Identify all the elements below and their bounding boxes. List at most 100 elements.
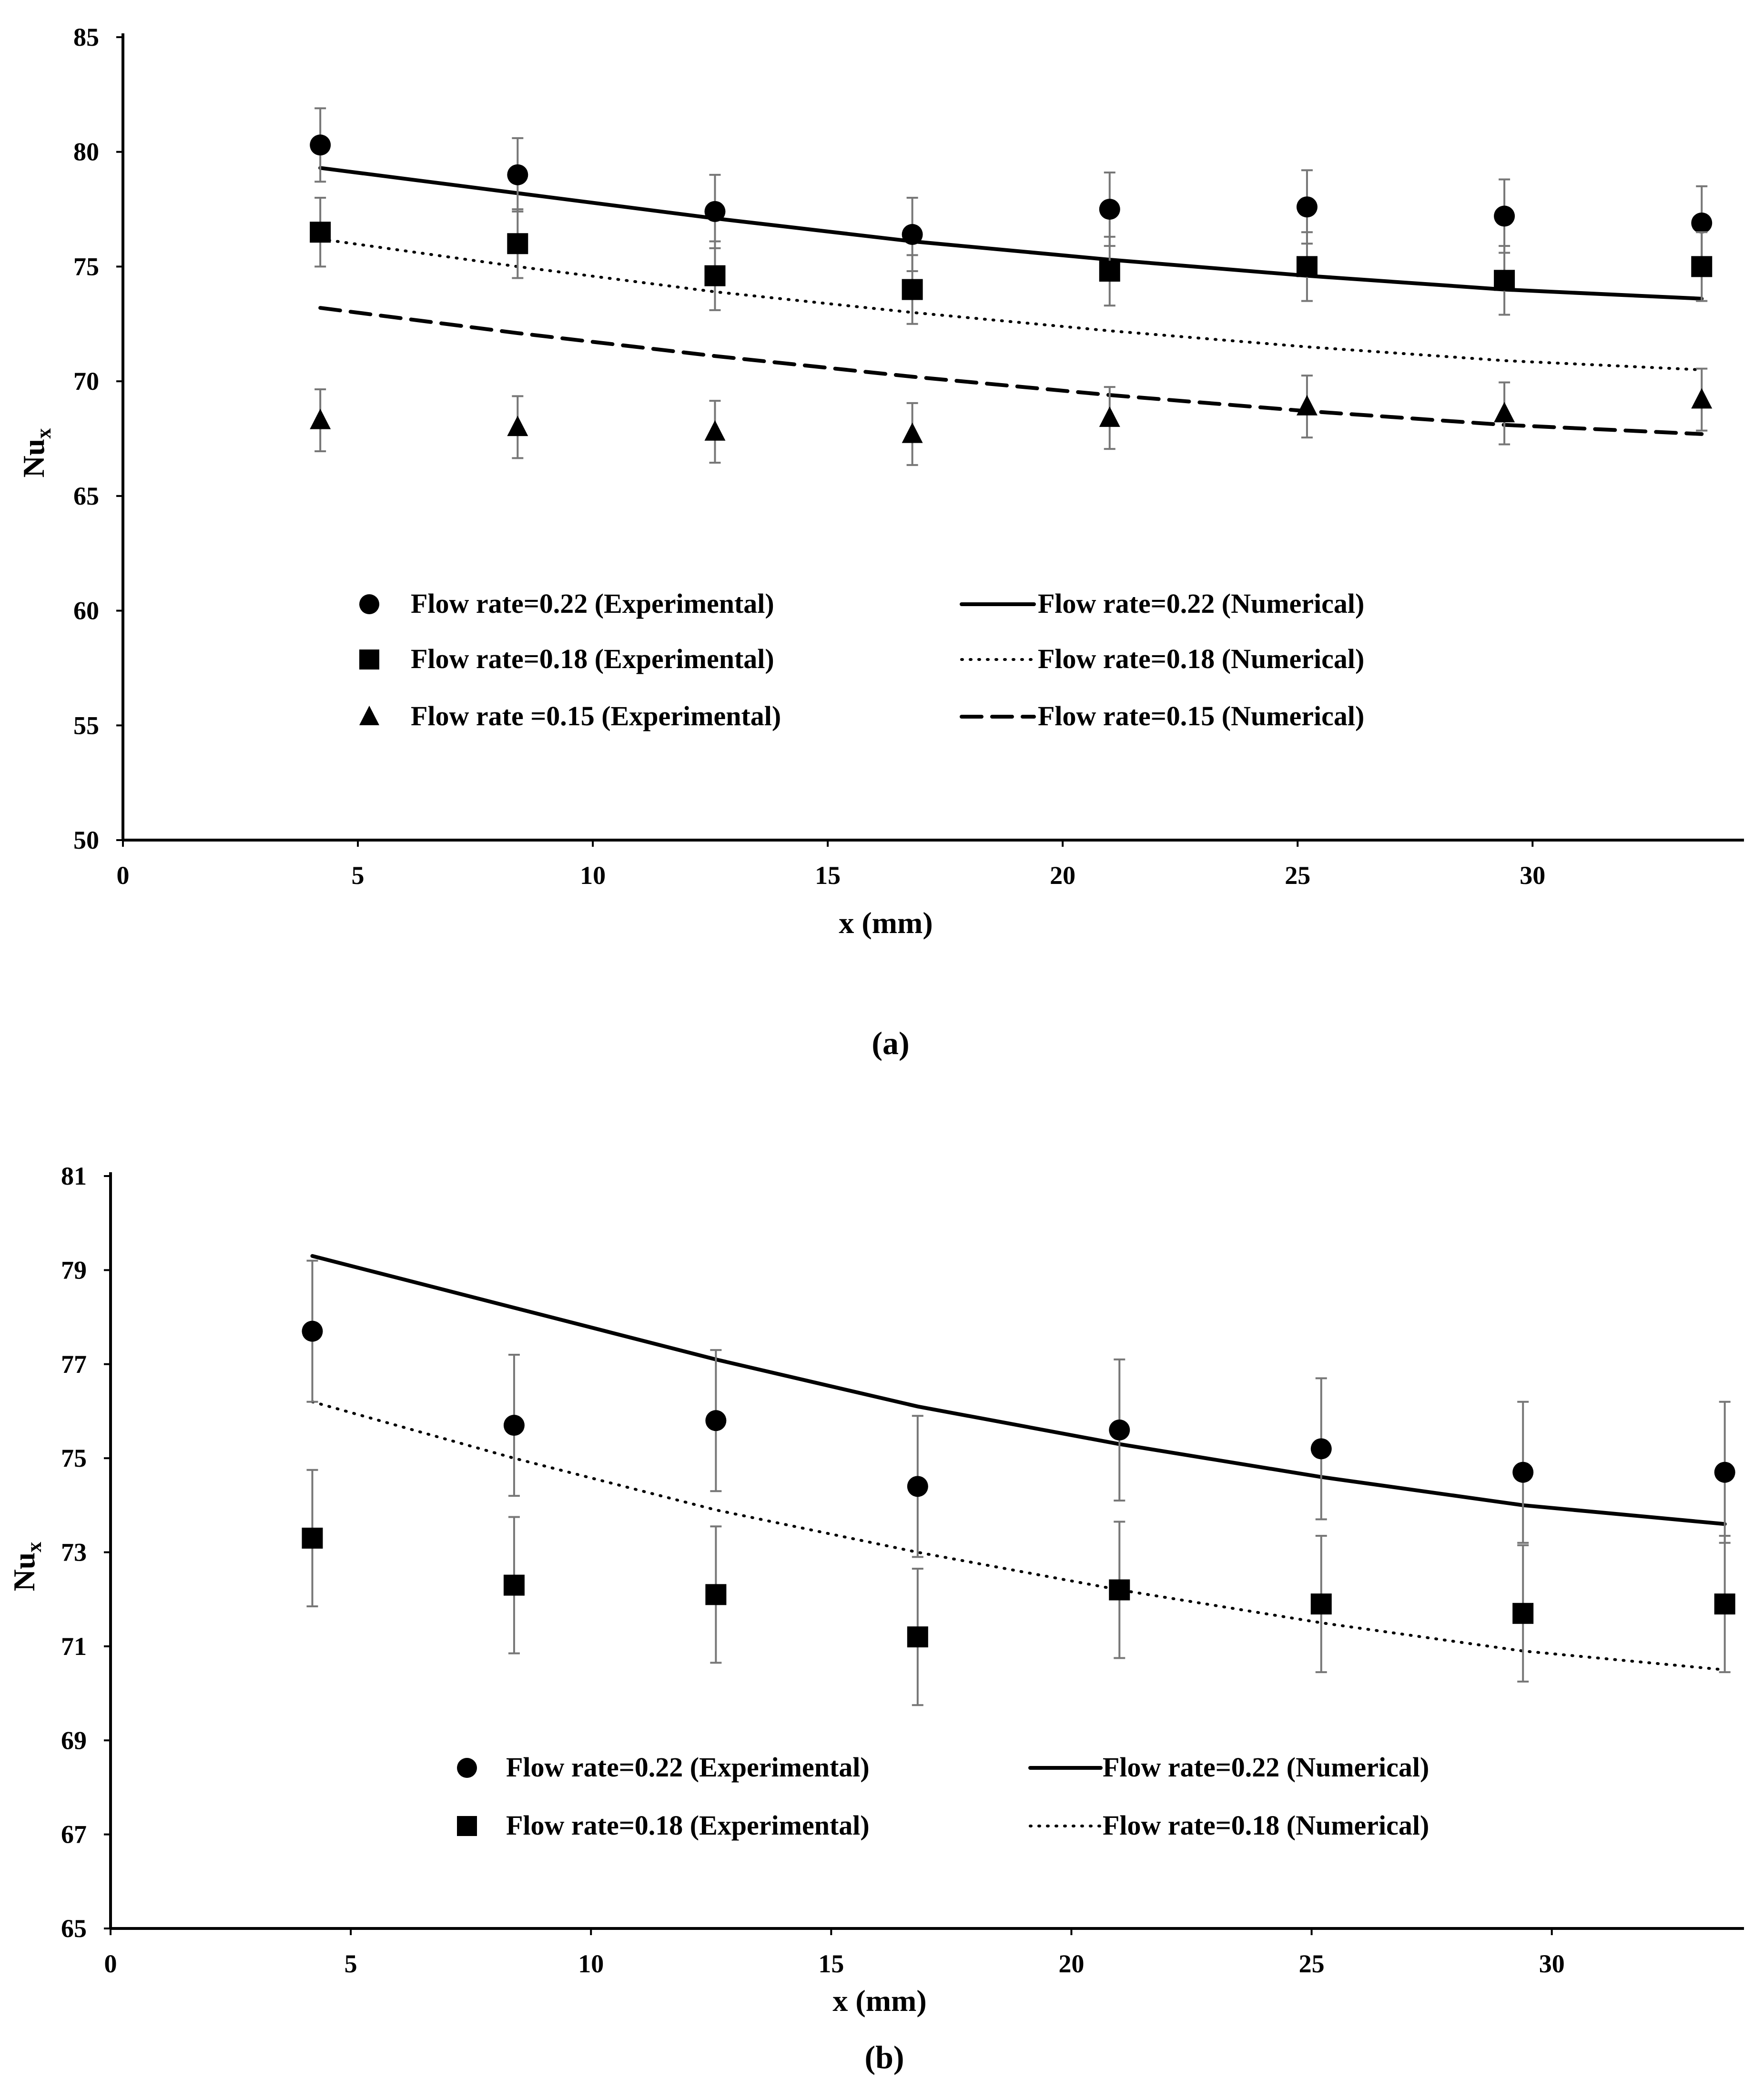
data-point-triangle (310, 408, 331, 429)
data-point-triangle (704, 420, 726, 441)
data-point-circle (907, 1476, 928, 1497)
series-line-dotted (319, 237, 1703, 372)
legend-label: Flow rate=0.18 (Numerical) (1103, 1810, 1429, 1841)
data-point-circle (1099, 199, 1120, 220)
legend-label: Flow rate=0.22 (Numerical) (1103, 1752, 1429, 1783)
data-point-triangle (1099, 406, 1120, 427)
y-axis-title-main: Nu (7, 1552, 41, 1592)
y-tick-label: 75 (73, 252, 99, 281)
y-axis-title: Nux (7, 1542, 46, 1592)
x-tick-label: 25 (1285, 861, 1310, 890)
chart-a: 50 55 60 65 70 75 80 85 0 5 10 15 20 25 30 x (mm) Nux (a)… (17, 23, 1744, 1061)
data-point-triangle (902, 422, 923, 443)
data-point-square (507, 233, 528, 254)
legend-label: Flow rate=0.18 (Numerical) (1038, 643, 1364, 674)
legend-label: Flow rate=0.18 (Experimental) (411, 643, 774, 674)
data-point-triangle (507, 416, 528, 436)
data-point-circle (705, 1410, 727, 1431)
y-tick-label: 70 (73, 367, 99, 396)
y-tick-label: 85 (73, 23, 99, 51)
legend-label: Flow rate=0.18 (Experimental) (506, 1810, 870, 1841)
legend-label: Flow rate=0.22 (Numerical) (1038, 588, 1364, 619)
x-axis-title: x (mm) (832, 1984, 926, 2018)
y-tick-label: 73 (61, 1538, 87, 1567)
legend: Flow rate=0.22 (Experimental) Flow rate=0… (359, 588, 1364, 731)
y-tick-label: 55 (73, 711, 99, 740)
data-point-square (1512, 1603, 1534, 1624)
data-point-circle (1109, 1419, 1130, 1441)
x-tick-label: 5 (352, 861, 365, 890)
series-line-dashed (318, 306, 1704, 436)
data-point-square (1310, 1593, 1332, 1615)
data-point-circle (507, 164, 528, 185)
x-tick-label: 20 (1050, 861, 1075, 890)
y-tick-label: 65 (61, 1914, 87, 1943)
data-point-square (1296, 256, 1318, 277)
data-point-circle (503, 1415, 525, 1436)
x-tick-label: 30 (1520, 861, 1545, 890)
data-point-circle (302, 1320, 323, 1342)
data-point-circle (1512, 1461, 1534, 1483)
x-tick-label: 10 (580, 861, 606, 890)
x-tick-label: 5 (345, 1949, 357, 1978)
data-point-square (1714, 1593, 1735, 1615)
data-point-square (503, 1574, 525, 1596)
x-axis-title: x (mm) (839, 906, 933, 940)
data-point-square (704, 265, 726, 286)
x-tick-label: 0 (117, 861, 130, 890)
y-tick-label: 79 (61, 1256, 87, 1284)
y-tick-label: 71 (61, 1632, 87, 1661)
legend-marker-square (457, 1816, 477, 1836)
data-point-square (902, 279, 923, 300)
legend-label: Flow rate=0.15 (Numerical) (1038, 700, 1364, 731)
data-point-circle (902, 224, 923, 245)
x-tick-label: 15 (818, 1949, 844, 1978)
legend-marker-square (359, 649, 379, 670)
y-tick-label: 60 (73, 597, 99, 625)
x-tick-label: 20 (1058, 1949, 1084, 1978)
series-line-dotted (311, 1400, 1726, 1672)
legend: Flow rate=0.22 (Experimental) Flow rate=0… (457, 1752, 1429, 1841)
data-point-circle (310, 134, 331, 156)
y-axis-title: Nux (17, 428, 55, 478)
y-tick-label: 50 (73, 826, 99, 854)
data-point-square (1691, 256, 1713, 277)
x-tick-label: 10 (578, 1949, 604, 1978)
y-tick-label: 77 (61, 1350, 87, 1379)
data-point-square (1109, 1579, 1130, 1601)
figure-caption: (b) (864, 2039, 904, 2075)
series-line-solid (318, 166, 1704, 301)
y-axis-title-subscript: x (32, 428, 55, 439)
y-tick-label: 67 (61, 1820, 87, 1849)
data-point-circle (704, 201, 726, 222)
data-point-square (705, 1584, 727, 1605)
y-tick-label: 80 (73, 138, 99, 166)
data-point-circle (1714, 1461, 1735, 1483)
legend-marker-triangle (359, 705, 379, 725)
data-point-circle (1494, 205, 1515, 227)
data-point-square (302, 1527, 323, 1549)
y-tick-label: 69 (61, 1726, 87, 1755)
legend-label: Flow rate =0.15 (Experimental) (411, 700, 781, 731)
series-line-solid (310, 1254, 1727, 1526)
y-tick-label: 65 (73, 482, 99, 510)
data-point-square (310, 222, 331, 243)
data-point-square (1099, 261, 1120, 282)
data-point-square (1494, 270, 1515, 291)
x-tick-label: 25 (1299, 1949, 1325, 1978)
data-point-circle (1296, 196, 1318, 218)
data-point-circle (1310, 1438, 1332, 1460)
legend-marker-circle (359, 594, 379, 614)
figure-caption: (a) (872, 1025, 909, 1061)
chart-b: 65 67 69 71 73 75 77 79 81 0 5 10 15 20 25 30 x (mm) Nux (… (7, 1162, 1744, 2075)
legend-marker-circle (457, 1758, 477, 1778)
data-point-square (907, 1626, 928, 1648)
y-tick-label: 75 (61, 1444, 87, 1472)
legend-label: Flow rate=0.22 (Experimental) (411, 588, 774, 619)
legend-label: Flow rate=0.22 (Experimental) (506, 1752, 870, 1783)
y-axis-title-subscript: x (22, 1542, 46, 1552)
x-tick-label: 0 (104, 1949, 117, 1978)
x-tick-label: 30 (1539, 1949, 1565, 1978)
data-point-triangle (1296, 395, 1318, 416)
